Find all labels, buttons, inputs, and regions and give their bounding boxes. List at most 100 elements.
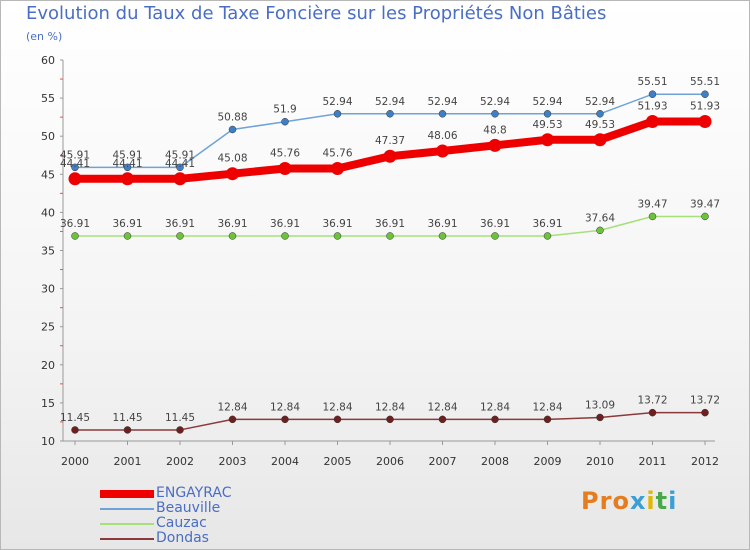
data-label-dondas: 12.84 — [480, 401, 510, 413]
data-point-dondas — [333, 415, 342, 424]
logo-letter: o — [612, 487, 630, 515]
data-point-dondas — [701, 408, 709, 417]
data-label-dondas: 13.09 — [585, 399, 615, 411]
data-label-engayrac: 49.53 — [585, 119, 615, 131]
data-point-dondas — [123, 426, 132, 434]
data-point-cauzac — [386, 232, 394, 240]
data-label-engayrac: 49.53 — [532, 119, 562, 131]
data-point-beauville — [228, 125, 237, 134]
data-point-beauville — [123, 163, 132, 172]
data-label-dondas: 11.45 — [60, 412, 90, 424]
data-label-cauzac: 36.91 — [270, 218, 300, 230]
x-tick-label: 2008 — [481, 455, 509, 468]
x-tick-label: 2005 — [324, 455, 352, 468]
data-point-cauzac — [648, 212, 657, 221]
data-label-engayrac: 44.41 — [60, 158, 90, 170]
y-tick-label: 20 — [41, 359, 55, 372]
data-label-cauzac: 36.91 — [480, 218, 510, 230]
proxiti-logo: Proxiti — [581, 487, 677, 515]
legend-label-engayrac: ENGAYRAC — [156, 485, 232, 501]
data-point-engayrac — [331, 162, 344, 176]
data-label-engayrac: 47.37 — [375, 135, 405, 147]
data-label-cauzac: 36.91 — [112, 218, 142, 230]
data-point-engayrac — [541, 133, 554, 147]
unit-label: (en %) — [26, 30, 63, 43]
data-label-beauville: 52.94 — [322, 96, 352, 108]
data-label-engayrac: 45.08 — [217, 153, 247, 165]
data-label-beauville: 45.91 — [112, 149, 142, 161]
data-label-beauville: 52.94 — [427, 96, 457, 108]
data-point-engayrac — [278, 162, 292, 176]
legend: ENGAYRAC Beauville Cauzac Dondas — [100, 485, 300, 546]
y-tick-label: 35 — [41, 245, 55, 258]
data-point-cauzac — [228, 232, 237, 240]
data-label-cauzac: 36.91 — [217, 218, 247, 230]
y-tick-label: 30 — [41, 283, 55, 296]
legend-item-cauzac: Cauzac — [100, 515, 300, 531]
x-tick-label: 2006 — [376, 455, 404, 468]
data-label-cauzac: 39.47 — [637, 198, 667, 210]
legend-label-beauville: Beauville — [156, 500, 221, 516]
x-tick-label: 2002 — [166, 455, 194, 468]
data-point-cauzac — [596, 226, 604, 235]
data-label-engayrac: 48.8 — [483, 124, 506, 136]
data-label-dondas: 13.72 — [690, 395, 720, 407]
data-label-dondas: 13.72 — [637, 395, 667, 407]
data-label-beauville: 50.88 — [217, 111, 247, 123]
x-tick-label: 2012 — [691, 455, 719, 468]
data-point-dondas — [176, 426, 184, 434]
data-label-beauville: 55.51 — [637, 76, 667, 88]
data-point-dondas — [438, 415, 447, 424]
y-tick-label: 10 — [41, 435, 55, 448]
data-point-engayrac — [226, 167, 239, 181]
data-point-cauzac — [176, 232, 184, 240]
legend-label-dondas: Dondas — [156, 530, 209, 546]
y-tick-label: 45 — [41, 168, 55, 181]
legend-item-beauville: Beauville — [100, 500, 300, 516]
data-point-dondas — [491, 415, 499, 424]
data-point-engayrac — [173, 172, 187, 186]
data-label-cauzac: 36.91 — [165, 218, 195, 230]
data-point-engayrac — [68, 172, 82, 186]
data-point-cauzac — [543, 232, 552, 240]
x-tick-label: 2004 — [271, 455, 299, 468]
data-label-cauzac: 36.91 — [532, 218, 562, 230]
data-label-cauzac: 36.91 — [375, 218, 405, 230]
legend-swatch-beauville — [100, 508, 154, 510]
data-label-beauville: 52.94 — [480, 96, 510, 108]
data-label-cauzac: 39.47 — [690, 198, 720, 210]
legend-item-dondas: Dondas — [100, 530, 300, 546]
data-point-dondas — [386, 415, 394, 424]
data-point-cauzac — [701, 212, 709, 221]
data-label-engayrac: 51.93 — [690, 100, 720, 112]
data-point-beauville — [71, 163, 79, 172]
data-label-dondas: 12.84 — [217, 401, 247, 413]
legend-swatch-engayrac — [100, 490, 154, 498]
data-label-engayrac: 45.76 — [322, 148, 352, 160]
data-point-cauzac — [491, 232, 499, 240]
data-point-beauville — [543, 110, 552, 118]
y-tick-label: 25 — [41, 321, 55, 334]
data-point-cauzac — [71, 232, 79, 240]
data-point-engayrac — [436, 144, 449, 158]
data-label-engayrac: 45.76 — [270, 148, 300, 160]
logo-letter: P — [581, 487, 600, 515]
x-tick-label: 2009 — [534, 455, 562, 468]
data-label-engayrac: 48.06 — [427, 130, 457, 142]
data-label-dondas: 12.84 — [270, 401, 300, 413]
x-tick-label: 2011 — [639, 455, 667, 468]
data-point-beauville — [491, 110, 499, 118]
data-label-cauzac: 37.64 — [585, 212, 615, 224]
data-label-dondas: 12.84 — [532, 401, 562, 413]
data-point-beauville — [281, 117, 289, 126]
chart-title: Evolution du Taux de Taxe Foncière sur l… — [26, 3, 607, 24]
logo-letter: i — [668, 487, 678, 515]
data-point-cauzac — [438, 232, 447, 240]
data-point-engayrac — [698, 114, 712, 128]
y-tick-label: 60 — [41, 54, 55, 67]
data-point-cauzac — [333, 232, 342, 240]
y-tick-label: 15 — [41, 397, 55, 410]
data-point-dondas — [71, 426, 79, 434]
data-point-engayrac — [121, 172, 134, 186]
